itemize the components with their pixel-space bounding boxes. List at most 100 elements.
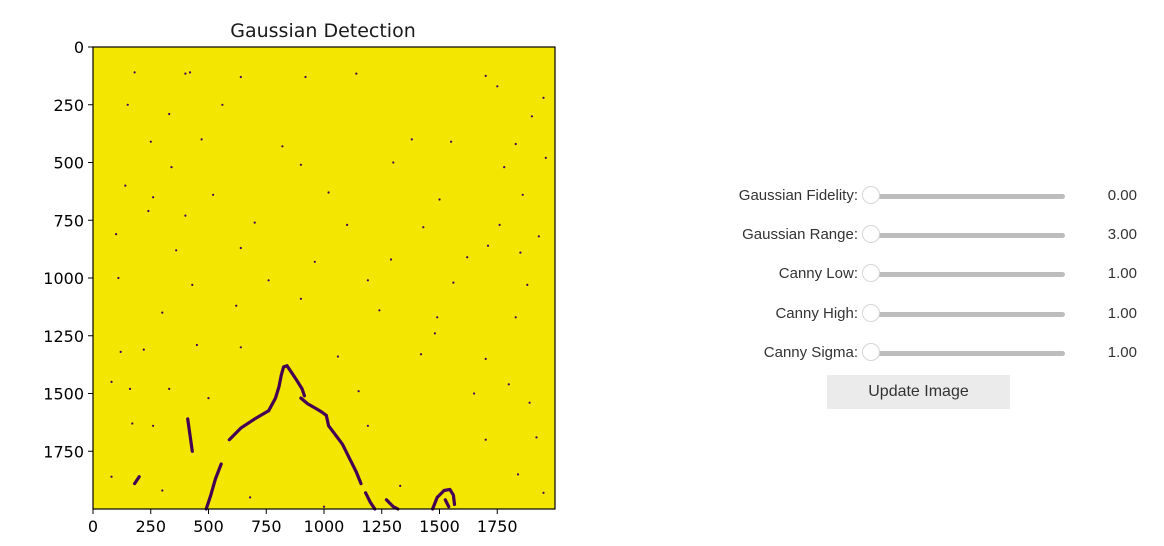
- edge-speck: [299, 297, 302, 300]
- slider-handle-canny-low[interactable]: [862, 264, 880, 282]
- edge-speck: [147, 209, 150, 213]
- slider-track-gaussian-fidelity[interactable]: [872, 194, 1065, 199]
- edge-speck: [168, 112, 171, 116]
- edge-speck: [410, 138, 413, 141]
- slider-handle-gaussian-range[interactable]: [862, 225, 880, 243]
- edge-speck: [249, 496, 252, 499]
- edge-speck: [528, 401, 531, 404]
- edge-speck: [115, 233, 118, 236]
- edge-speck: [519, 251, 522, 254]
- y-tick-label: 250: [53, 96, 84, 115]
- slider-row-canny-high: Canny High: 1.00: [700, 302, 1160, 326]
- edge-speck: [466, 256, 469, 259]
- y-tick-label: 0: [74, 38, 84, 57]
- edge-speck: [281, 145, 284, 148]
- slider-handle-canny-sigma[interactable]: [862, 343, 880, 361]
- edge-speck: [239, 75, 242, 79]
- y-tick-label: 1500: [43, 385, 84, 404]
- slider-row-gaussian-range: Gaussian Range: 3.00: [700, 223, 1160, 247]
- slider-value-gaussian-fidelity: 0.00: [1107, 187, 1137, 204]
- edge-speck: [452, 281, 455, 284]
- edge-speck: [128, 387, 132, 390]
- slider-track-gaussian-range[interactable]: [872, 233, 1065, 238]
- edge-speck: [514, 142, 517, 146]
- edge-contour: [267, 364, 289, 413]
- slider-row-canny-low: Canny Low: 1.00: [700, 262, 1160, 286]
- edge-speck: [161, 311, 164, 314]
- plot-title: Gaussian Detection: [230, 20, 416, 42]
- slider-row-gaussian-fidelity: Gaussian Fidelity: 0.00: [700, 184, 1160, 208]
- edge-speck: [542, 491, 545, 494]
- edge-speck: [486, 244, 490, 247]
- slider-row-canny-sigma: Canny Sigma: 1.00: [700, 341, 1160, 365]
- slider-value-canny-low: 1.00: [1107, 265, 1137, 282]
- edge-speck: [473, 392, 476, 395]
- edge-contour: [443, 498, 451, 509]
- x-tick-label: 750: [251, 517, 282, 536]
- edge-speck: [378, 309, 381, 312]
- edge-contour: [299, 396, 328, 417]
- edge-contour: [227, 409, 271, 442]
- slider-handle-canny-high[interactable]: [862, 304, 880, 322]
- edge-speck: [188, 71, 192, 74]
- x-tick-label: 1750: [477, 517, 518, 536]
- x-tick-label: 0: [88, 517, 98, 536]
- edge-speck: [235, 304, 238, 307]
- update-image-button[interactable]: Update Image: [827, 375, 1010, 409]
- edge-speck: [322, 505, 326, 508]
- edge-speck: [514, 316, 517, 319]
- x-tick-label: 500: [193, 517, 224, 536]
- x-tick-label: 1000: [304, 517, 345, 536]
- edge-speck: [126, 103, 129, 106]
- edge-contour: [384, 498, 400, 511]
- edge-speck: [142, 348, 145, 351]
- edge-speck: [299, 163, 302, 166]
- edge-speck: [170, 166, 173, 169]
- slider-label-canny-sigma: Canny Sigma:: [763, 344, 858, 361]
- x-tick-label: 250: [135, 517, 166, 536]
- edge-speck: [152, 424, 155, 427]
- edge-speck: [327, 191, 330, 194]
- edge-speck: [535, 436, 538, 439]
- edge-speck: [168, 387, 171, 390]
- edge-speck: [389, 258, 393, 261]
- gaussian-detection-plot: Gaussian Detection 0 250 500 750 1000 1250 150…: [43, 20, 556, 536]
- x-axis-ticks: 0 250 500 750 1000 1250 1500 1750: [88, 509, 518, 536]
- slider-value-canny-high: 1.00: [1107, 305, 1137, 322]
- edge-contour: [204, 462, 223, 511]
- edge-speck: [212, 193, 215, 196]
- edge-speck: [191, 283, 194, 286]
- edge-speck: [131, 422, 134, 425]
- slider-handle-gaussian-fidelity[interactable]: [862, 186, 880, 204]
- edge-speck: [521, 193, 524, 196]
- edge-speck: [161, 489, 164, 492]
- y-tick-label: 500: [53, 154, 84, 173]
- edge-speck: [436, 316, 439, 319]
- edge-speck: [336, 355, 339, 358]
- edge-speck: [399, 484, 402, 487]
- edge-speck: [200, 138, 203, 141]
- edge-speck: [419, 353, 423, 356]
- slider-track-canny-high[interactable]: [872, 312, 1065, 317]
- edge-speck: [184, 214, 187, 217]
- edge-speck: [133, 71, 136, 74]
- edge-contour: [431, 487, 457, 511]
- edge-speck: [239, 346, 242, 349]
- edge-contour: [324, 413, 363, 486]
- edge-speck: [392, 161, 395, 164]
- edge-speck: [239, 246, 242, 250]
- edge-speck: [110, 380, 113, 383]
- edge-speck: [526, 283, 529, 286]
- edge-speck: [149, 140, 152, 143]
- edge-speck: [503, 166, 506, 169]
- y-axis-ticks: 0 250 500 750 1000 1250 1500 1750: [43, 38, 93, 461]
- edge-speck: [366, 279, 369, 282]
- edge-contour: [364, 491, 377, 511]
- edge-contour: [133, 475, 141, 486]
- slider-track-canny-low[interactable]: [872, 272, 1065, 277]
- edge-speck: [124, 184, 127, 187]
- slider-track-canny-sigma[interactable]: [872, 351, 1065, 356]
- edge-speck: [221, 103, 224, 106]
- edge-speck: [530, 115, 534, 118]
- edge-speck: [542, 96, 545, 99]
